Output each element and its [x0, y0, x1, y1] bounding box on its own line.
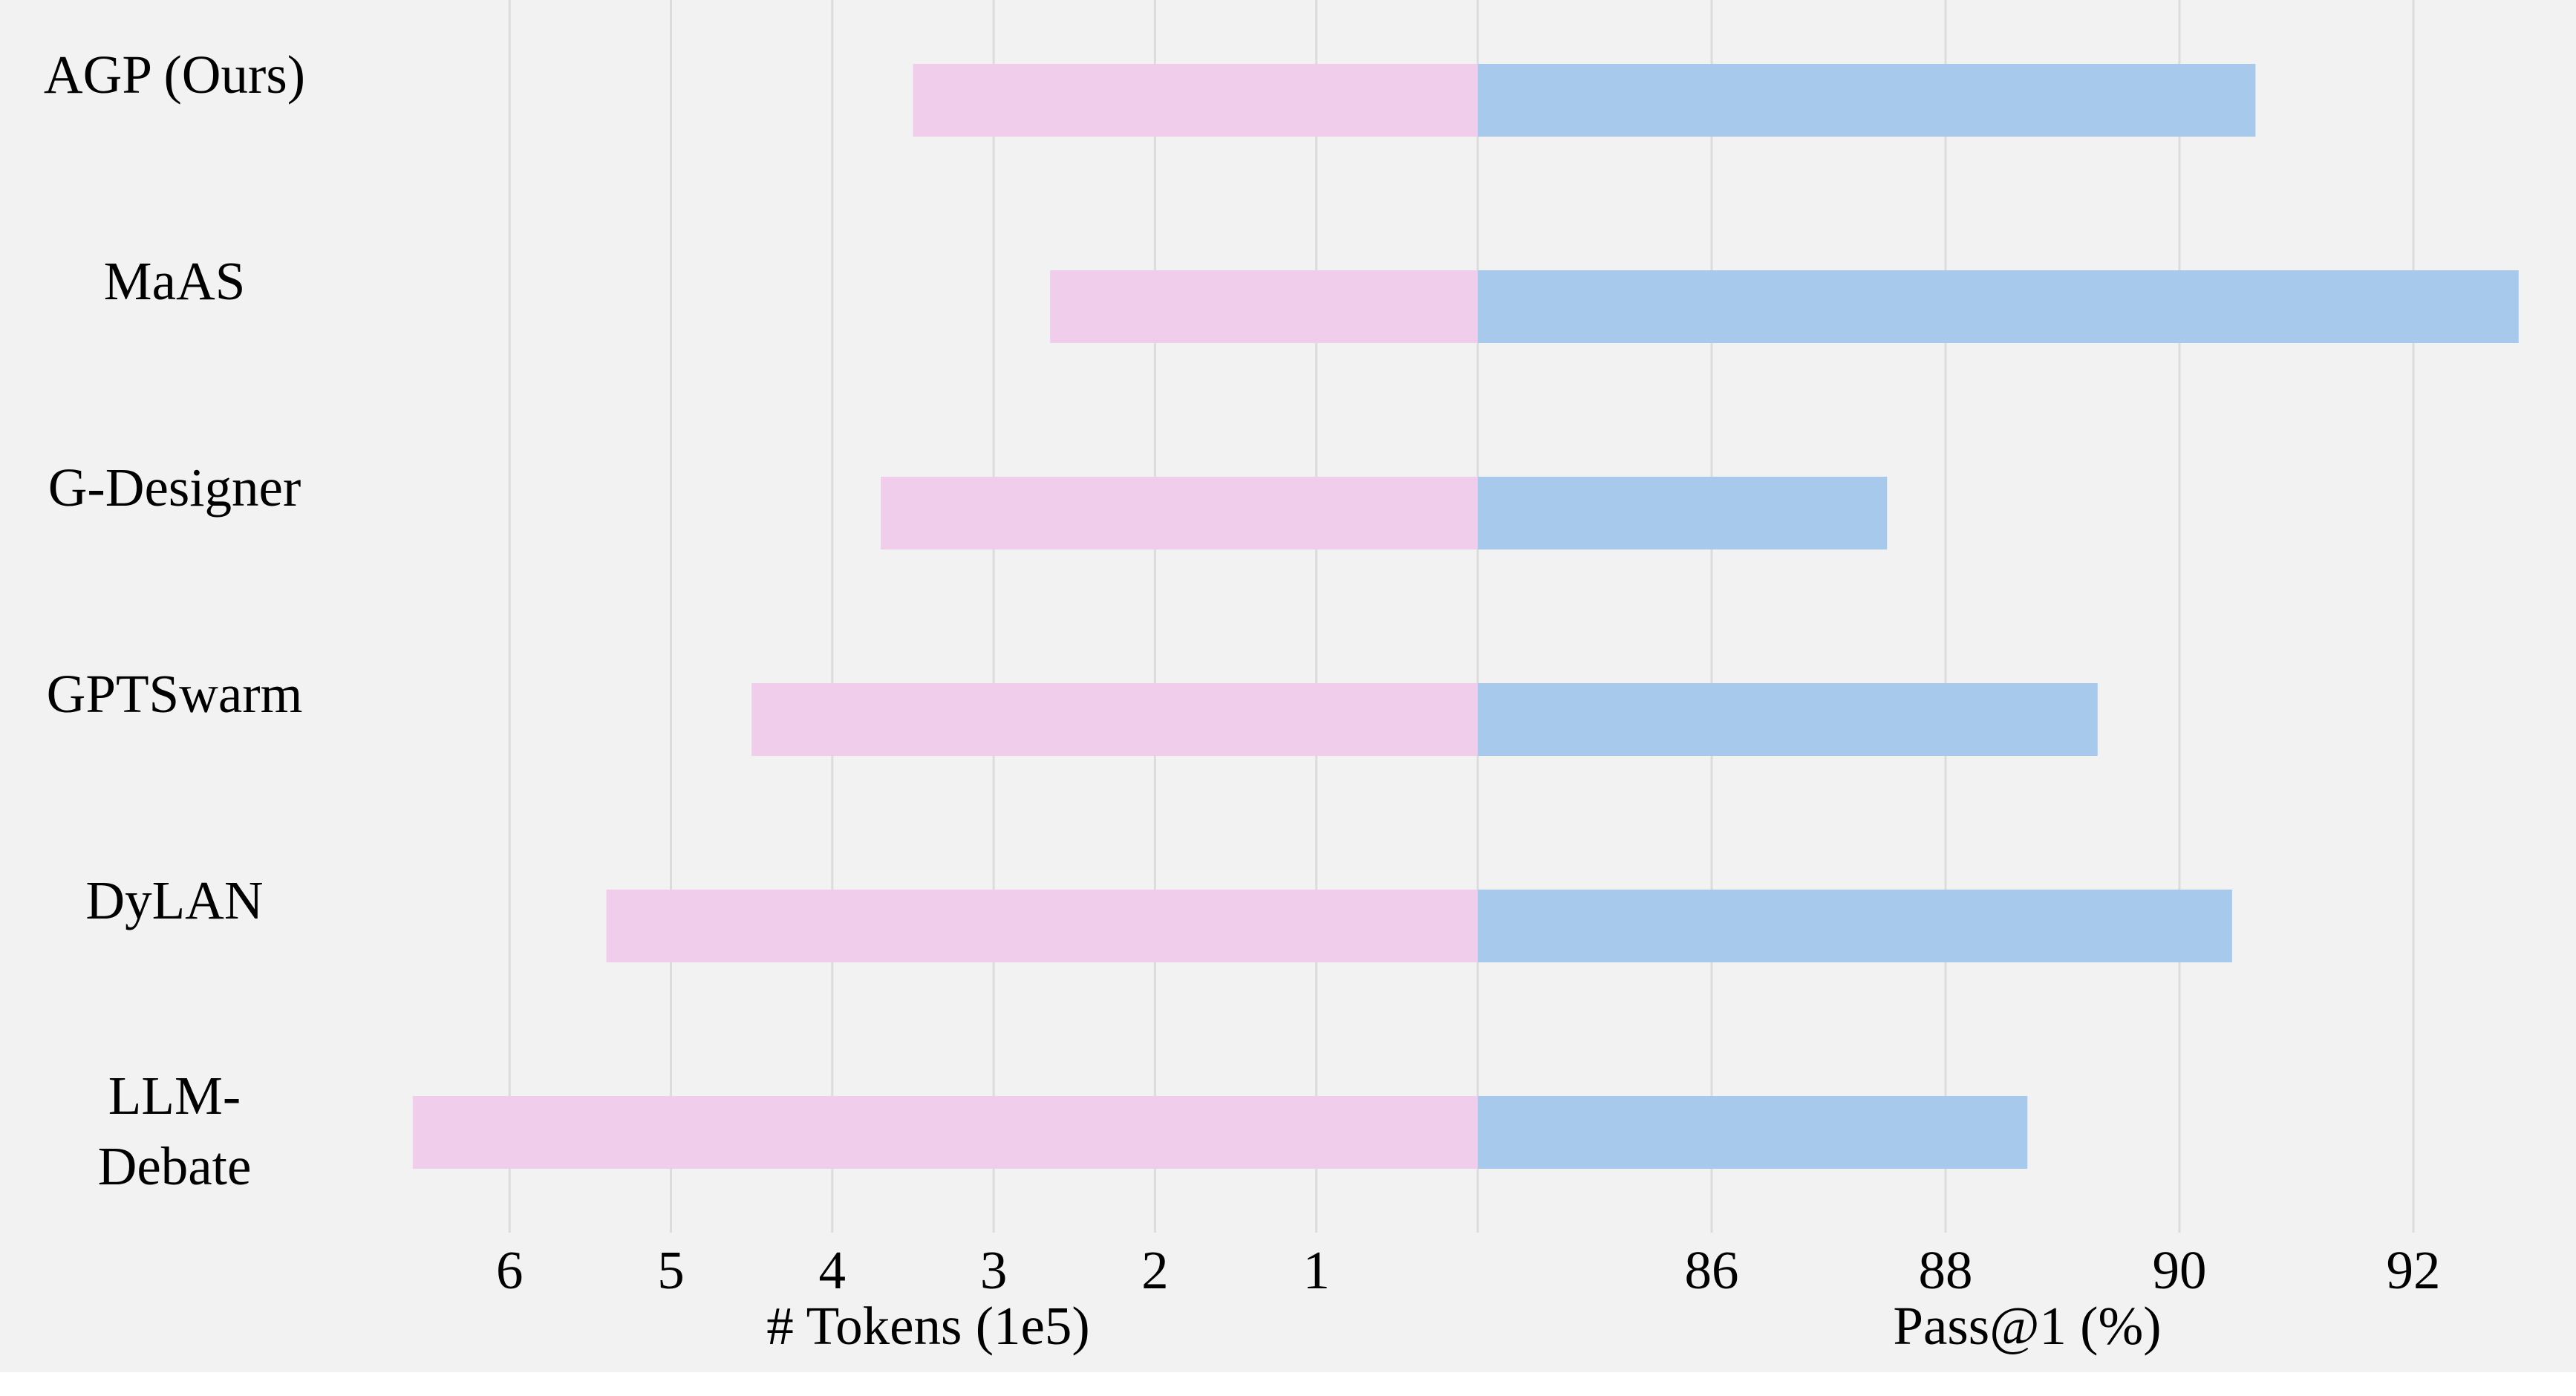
pass-bar [1478, 477, 1888, 549]
left-tick-label: 3 [980, 1240, 1008, 1300]
tokens-bar [880, 477, 1478, 549]
pass-bar [1478, 683, 2098, 756]
left-tick-label: 5 [657, 1240, 685, 1300]
left-tick-label: 6 [496, 1240, 524, 1300]
pass-bar [1478, 890, 2232, 962]
pass-bar [1478, 64, 2256, 137]
pass-bar [1478, 270, 2519, 343]
category-label: MaAS [104, 251, 246, 311]
category-label: LLM-Debate [98, 1066, 252, 1196]
tokens-bar [606, 890, 1478, 962]
tokens-bar [913, 64, 1478, 137]
right-tick-label: 92 [2387, 1240, 2441, 1300]
tokens-bar [751, 683, 1478, 756]
right-tick-label: 88 [1919, 1240, 1973, 1300]
left-tick-label: 2 [1141, 1240, 1169, 1300]
tick-labels: 6 5 4 3 2 1 86 88 90 92 [496, 1240, 2441, 1300]
category-label: DyLAN [85, 870, 263, 930]
category-labels: AGP (Ours) MaAS G-Designer GPTSwarm DyLAN LLM… [44, 45, 305, 1196]
right-axis-title: Pass@1 (%) [1893, 1296, 2161, 1356]
tokens-bar [412, 1096, 1478, 1169]
category-label: G-Designer [48, 457, 301, 518]
tokens-bar [1050, 270, 1478, 343]
right-tick-label: 90 [2153, 1240, 2207, 1300]
grid-lines [508, 0, 2415, 1233]
category-label: GPTSwarm [47, 664, 303, 724]
category-label: AGP (Ours) [44, 45, 305, 105]
right-tick-label: 86 [1685, 1240, 1739, 1300]
bars-group [412, 64, 2519, 1169]
left-tick-label: 1 [1302, 1240, 1330, 1300]
pass-bar [1478, 1096, 2028, 1169]
left-axis-title: # Tokens (1e5) [766, 1296, 1090, 1356]
left-tick-label: 4 [819, 1240, 847, 1300]
